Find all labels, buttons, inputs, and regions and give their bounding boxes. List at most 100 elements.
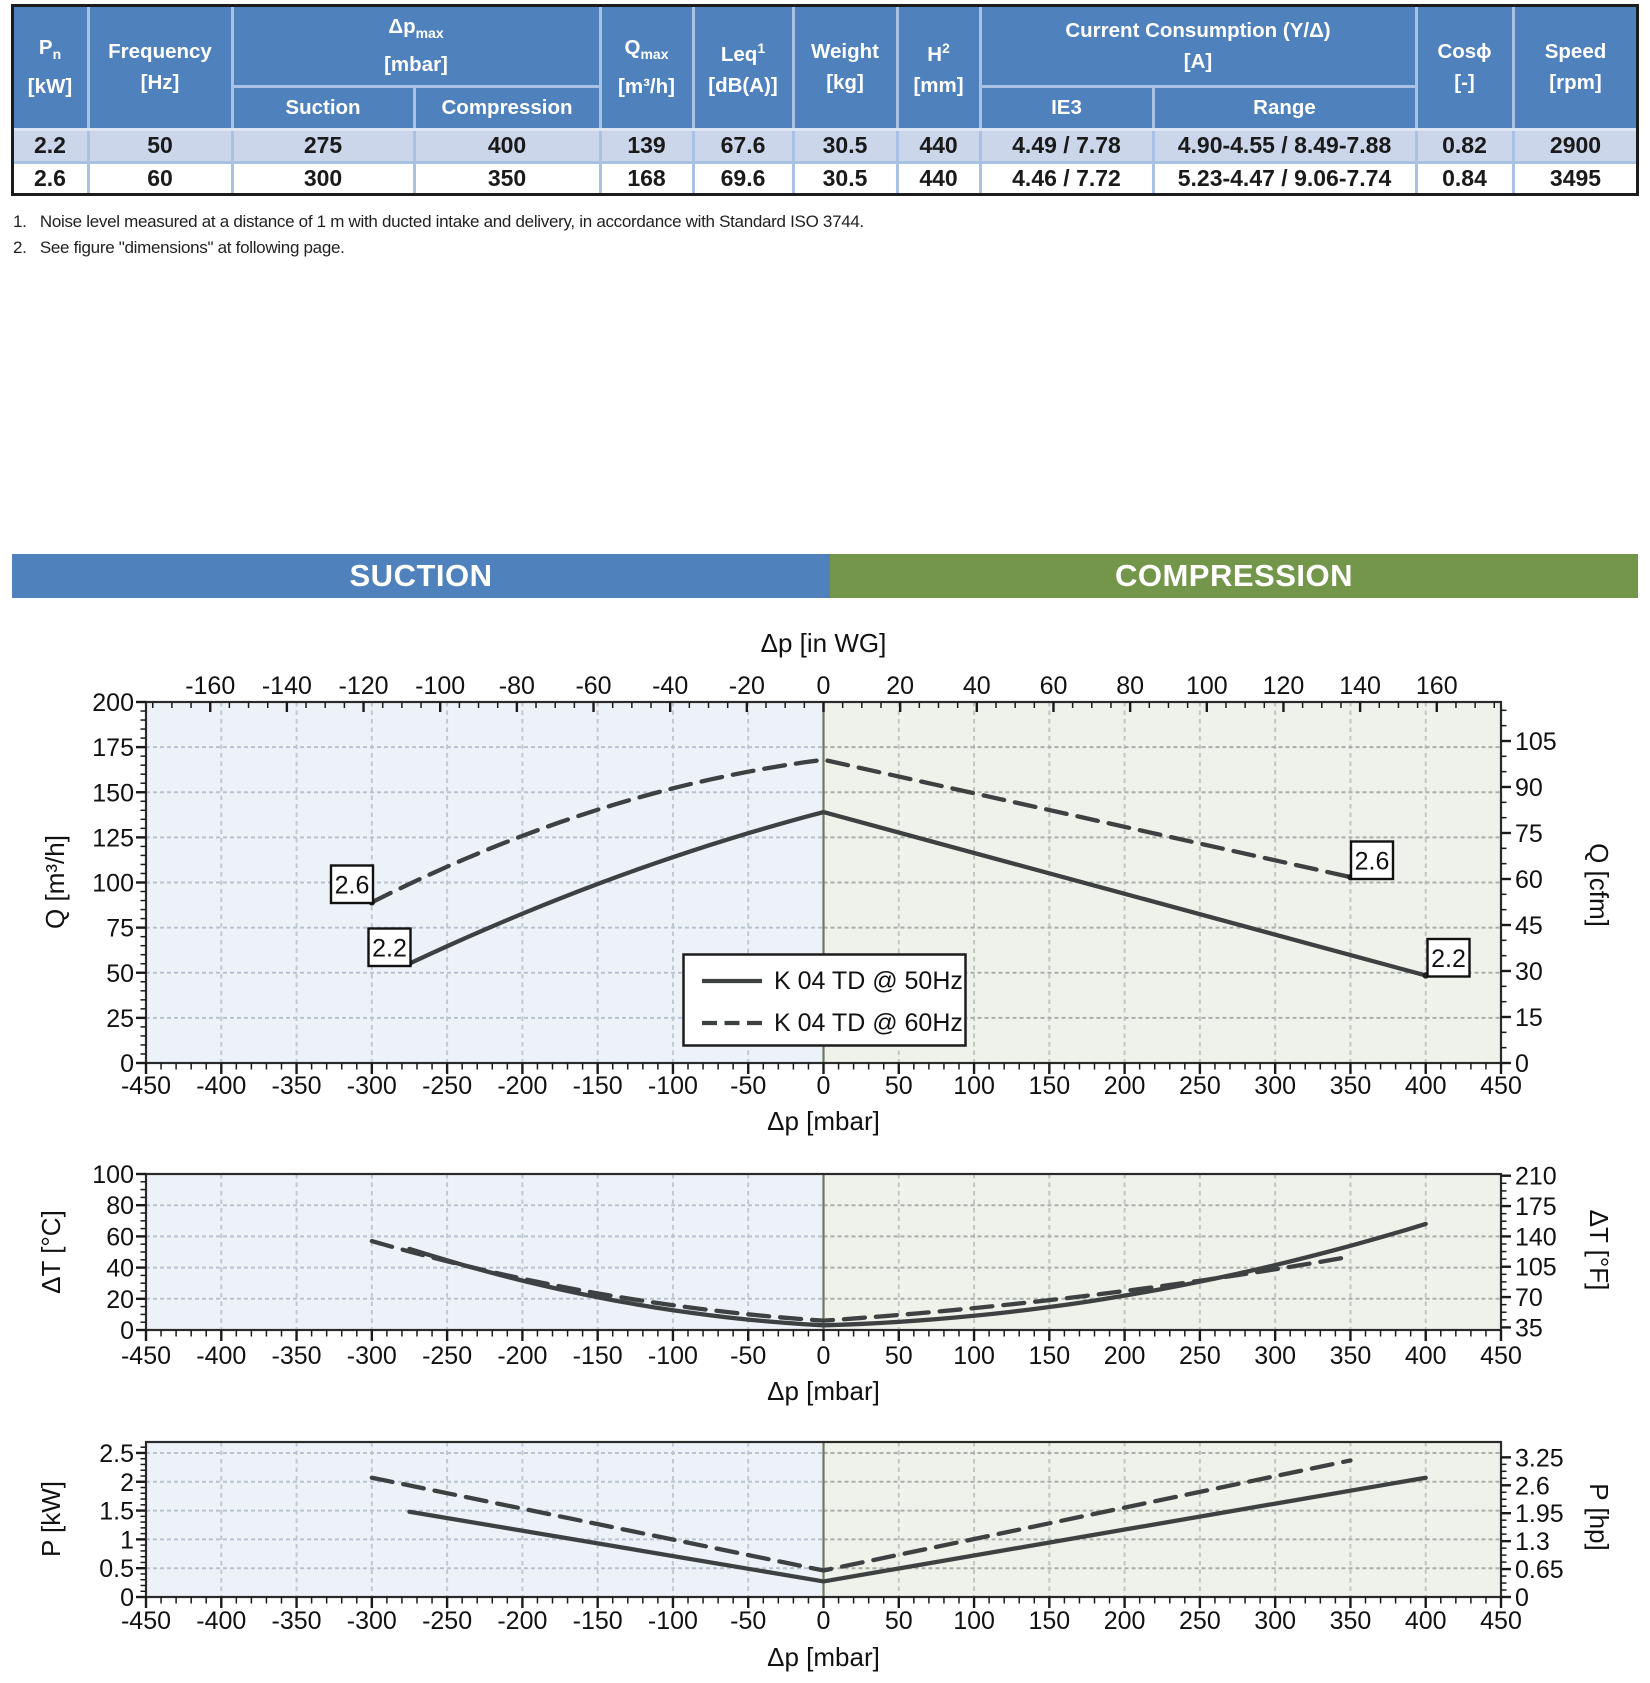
svg-text:60: 60 xyxy=(1040,672,1068,700)
svg-text:Q [m³/h]: Q [m³/h] xyxy=(40,835,70,929)
svg-text:0: 0 xyxy=(120,1584,134,1612)
svg-text:350: 350 xyxy=(1330,1607,1372,1635)
svg-text:0: 0 xyxy=(1515,1584,1529,1612)
svg-text:1: 1 xyxy=(120,1526,134,1554)
svg-text:-450: -450 xyxy=(121,1342,171,1370)
svg-text:60: 60 xyxy=(106,1223,134,1251)
svg-text:-80: -80 xyxy=(499,672,535,700)
svg-text:0: 0 xyxy=(120,1050,134,1078)
svg-text:0: 0 xyxy=(817,1072,831,1100)
svg-text:70: 70 xyxy=(1515,1284,1543,1312)
svg-text:-100: -100 xyxy=(415,672,465,700)
svg-text:100: 100 xyxy=(953,1072,995,1100)
svg-text:80: 80 xyxy=(106,1192,134,1220)
svg-text:-150: -150 xyxy=(573,1607,623,1635)
svg-text:2: 2 xyxy=(120,1469,134,1497)
svg-text:3.25: 3.25 xyxy=(1515,1444,1564,1472)
svg-text:175: 175 xyxy=(1515,1193,1557,1221)
svg-text:Δp [mbar]: Δp [mbar] xyxy=(767,1376,880,1406)
svg-text:-200: -200 xyxy=(497,1342,547,1370)
svg-text:0: 0 xyxy=(1515,1050,1529,1078)
svg-text:30: 30 xyxy=(1515,958,1543,986)
svg-text:Q [cfm]: Q [cfm] xyxy=(1584,843,1614,927)
svg-text:200: 200 xyxy=(92,689,134,717)
svg-text:75: 75 xyxy=(106,915,134,943)
svg-text:140: 140 xyxy=(1515,1223,1557,1251)
svg-text:P [hp]: P [hp] xyxy=(1584,1483,1614,1550)
svg-text:40: 40 xyxy=(963,672,991,700)
svg-text:100: 100 xyxy=(953,1342,995,1370)
svg-text:2.6: 2.6 xyxy=(1515,1472,1550,1500)
svg-text:-350: -350 xyxy=(272,1342,322,1370)
svg-text:-200: -200 xyxy=(497,1072,547,1100)
svg-text:200: 200 xyxy=(1104,1072,1146,1100)
svg-text:-450: -450 xyxy=(121,1607,171,1635)
svg-text:1.5: 1.5 xyxy=(99,1498,134,1526)
svg-text:150: 150 xyxy=(92,779,134,807)
svg-text:450: 450 xyxy=(1480,1607,1522,1635)
svg-text:50: 50 xyxy=(106,960,134,988)
svg-text:2.6: 2.6 xyxy=(335,872,370,900)
svg-text:300: 300 xyxy=(1254,1072,1296,1100)
svg-text:210: 210 xyxy=(1515,1163,1557,1191)
svg-text:-50: -50 xyxy=(730,1342,766,1370)
svg-text:60: 60 xyxy=(1515,866,1543,894)
svg-text:100: 100 xyxy=(1186,672,1228,700)
svg-text:P [kW]: P [kW] xyxy=(36,1481,66,1557)
svg-text:150: 150 xyxy=(1028,1607,1070,1635)
svg-text:250: 250 xyxy=(1179,1072,1221,1100)
svg-text:-400: -400 xyxy=(196,1607,246,1635)
svg-text:15: 15 xyxy=(1515,1004,1543,1032)
svg-text:20: 20 xyxy=(106,1286,134,1314)
svg-text:-350: -350 xyxy=(272,1072,322,1100)
svg-text:-300: -300 xyxy=(347,1607,397,1635)
svg-text:300: 300 xyxy=(1254,1342,1296,1370)
svg-text:-160: -160 xyxy=(185,672,235,700)
svg-text:-300: -300 xyxy=(347,1072,397,1100)
svg-text:250: 250 xyxy=(1179,1342,1221,1370)
svg-text:Δp [in WG]: Δp [in WG] xyxy=(761,628,887,658)
svg-text:0: 0 xyxy=(120,1317,134,1345)
svg-text:-100: -100 xyxy=(648,1342,698,1370)
svg-text:400: 400 xyxy=(1405,1072,1447,1100)
svg-text:450: 450 xyxy=(1480,1342,1522,1370)
svg-text:250: 250 xyxy=(1179,1607,1221,1635)
svg-text:40: 40 xyxy=(106,1255,134,1283)
svg-text:50: 50 xyxy=(885,1607,913,1635)
svg-text:2.6: 2.6 xyxy=(1355,848,1390,876)
svg-text:200: 200 xyxy=(1104,1342,1146,1370)
svg-text:-400: -400 xyxy=(196,1342,246,1370)
svg-text:-150: -150 xyxy=(573,1072,623,1100)
svg-text:-400: -400 xyxy=(196,1072,246,1100)
svg-text:175: 175 xyxy=(92,734,134,762)
svg-text:-450: -450 xyxy=(121,1072,171,1100)
svg-text:Δp [mbar]: Δp [mbar] xyxy=(767,1106,880,1136)
svg-text:2.5: 2.5 xyxy=(99,1440,134,1468)
svg-text:1.95: 1.95 xyxy=(1515,1500,1564,1528)
svg-text:0: 0 xyxy=(817,1342,831,1370)
svg-text:90: 90 xyxy=(1515,774,1543,802)
svg-text:100: 100 xyxy=(92,1161,134,1189)
svg-text:0: 0 xyxy=(817,1607,831,1635)
svg-text:0: 0 xyxy=(817,672,831,700)
svg-text:160: 160 xyxy=(1416,672,1458,700)
svg-text:K 04 TD @ 50Hz: K 04 TD @ 50Hz xyxy=(774,967,963,995)
svg-text:25: 25 xyxy=(106,1005,134,1033)
svg-text:400: 400 xyxy=(1405,1607,1447,1635)
svg-text:-200: -200 xyxy=(497,1607,547,1635)
svg-text:100: 100 xyxy=(953,1607,995,1635)
svg-text:-250: -250 xyxy=(422,1607,472,1635)
svg-text:400: 400 xyxy=(1405,1342,1447,1370)
svg-text:35: 35 xyxy=(1515,1314,1543,1342)
svg-text:-120: -120 xyxy=(339,672,389,700)
svg-text:-250: -250 xyxy=(422,1072,472,1100)
svg-text:K 04 TD @ 60Hz: K 04 TD @ 60Hz xyxy=(774,1009,963,1037)
svg-text:-350: -350 xyxy=(272,1607,322,1635)
svg-text:0.65: 0.65 xyxy=(1515,1556,1564,1584)
svg-text:-50: -50 xyxy=(730,1607,766,1635)
svg-text:2.2: 2.2 xyxy=(1431,945,1466,973)
svg-text:80: 80 xyxy=(1116,672,1144,700)
svg-text:200: 200 xyxy=(1104,1607,1146,1635)
svg-text:-40: -40 xyxy=(652,672,688,700)
svg-text:125: 125 xyxy=(92,824,134,852)
